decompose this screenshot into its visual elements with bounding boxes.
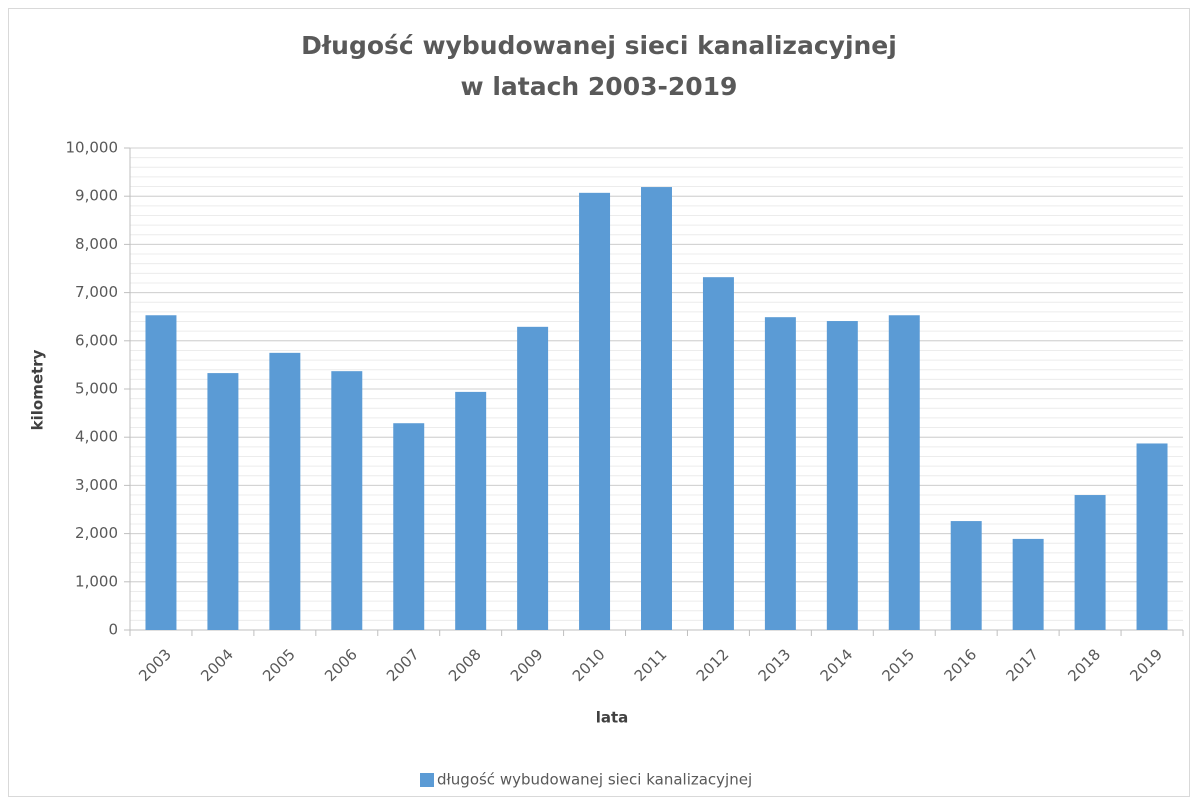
- y-tick-label: 2,000: [75, 524, 118, 542]
- y-tick-label: 7,000: [75, 283, 118, 301]
- bar: [517, 326, 549, 630]
- chart-title: Długość wybudowanej sieci kanalizacyjnej: [301, 31, 897, 60]
- legend-swatch: [420, 773, 434, 787]
- y-tick-label: 10,000: [66, 139, 119, 157]
- y-tick-label: 1,000: [75, 572, 118, 590]
- bar: [145, 315, 177, 630]
- legend-label: długość wybudowanej sieci kanalizacyjnej: [437, 771, 752, 789]
- bar: [331, 371, 363, 630]
- bar: [702, 277, 734, 630]
- y-axis-title: kilometry: [29, 349, 47, 430]
- bar: [207, 373, 239, 630]
- chart-title: w latach 2003-2019: [461, 72, 738, 101]
- y-tick-label: 9,000: [75, 187, 118, 205]
- y-tick-label: 3,000: [75, 476, 118, 494]
- y-tick-label: 8,000: [75, 235, 118, 253]
- y-tick-label: 5,000: [75, 380, 118, 398]
- bar: [641, 187, 672, 631]
- bar: [950, 521, 982, 630]
- bar: [269, 352, 301, 630]
- bar: [393, 423, 425, 630]
- bar: [579, 192, 611, 631]
- bar: [455, 391, 487, 630]
- bar: [1074, 495, 1106, 630]
- y-tick-label: 4,000: [75, 428, 118, 446]
- bar: [764, 317, 796, 630]
- y-tick-label: 0: [108, 621, 118, 639]
- bar: [826, 321, 858, 630]
- y-tick-label: 6,000: [75, 331, 118, 349]
- x-axis-title: lata: [596, 709, 629, 727]
- bar: [888, 315, 920, 630]
- bar: [1012, 538, 1044, 630]
- bar: [1136, 443, 1168, 630]
